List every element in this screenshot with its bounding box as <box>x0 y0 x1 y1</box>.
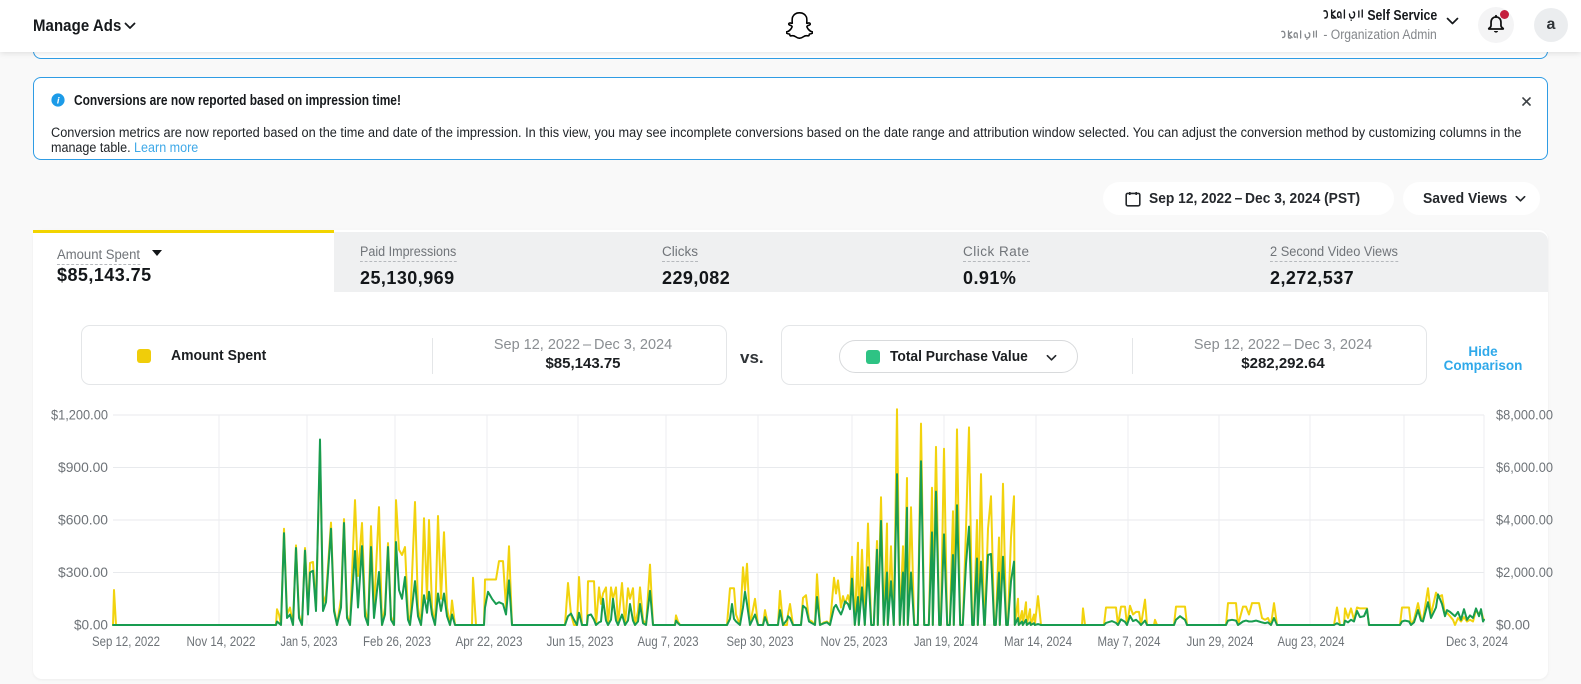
svg-text:$8,000.00: $8,000.00 <box>1496 408 1553 423</box>
svg-text:Mar 14, 2024: Mar 14, 2024 <box>1004 634 1072 649</box>
svg-text:$300.00: $300.00 <box>58 565 108 580</box>
svg-text:Aug 7, 2023: Aug 7, 2023 <box>638 634 699 649</box>
svg-text:$900.00: $900.00 <box>58 460 108 475</box>
svg-text:$0.00: $0.00 <box>74 618 108 633</box>
svg-text:Jan 19, 2024: Jan 19, 2024 <box>914 634 978 649</box>
svg-text:Apr 22, 2023: Apr 22, 2023 <box>456 634 523 649</box>
svg-text:Dec 3, 2024: Dec 3, 2024 <box>1446 634 1508 649</box>
svg-text:May 7, 2024: May 7, 2024 <box>1098 634 1161 649</box>
svg-text:Sep 30, 2023: Sep 30, 2023 <box>727 634 794 649</box>
svg-text:$600.00: $600.00 <box>58 513 108 528</box>
svg-text:Jan 5, 2023: Jan 5, 2023 <box>281 634 338 649</box>
svg-text:Nov 14, 2022: Nov 14, 2022 <box>187 634 256 649</box>
svg-text:i: i <box>57 95 60 106</box>
svg-text:Jun 15, 2023: Jun 15, 2023 <box>547 634 614 649</box>
svg-text:$0.00: $0.00 <box>1496 618 1530 633</box>
svg-text:$6,000.00: $6,000.00 <box>1496 460 1553 475</box>
svg-text:Jun 29, 2024: Jun 29, 2024 <box>1187 634 1254 649</box>
svg-text:Aug 23, 2024: Aug 23, 2024 <box>1278 634 1345 649</box>
svg-text:Nov 25, 2023: Nov 25, 2023 <box>821 634 888 649</box>
svg-text:$2,000.00: $2,000.00 <box>1496 565 1553 580</box>
svg-text:Sep 12, 2022: Sep 12, 2022 <box>92 634 160 649</box>
svg-text:Feb 26, 2023: Feb 26, 2023 <box>363 634 431 649</box>
svg-text:$4,000.00: $4,000.00 <box>1496 513 1553 528</box>
svg-text:$1,200.00: $1,200.00 <box>51 408 108 423</box>
